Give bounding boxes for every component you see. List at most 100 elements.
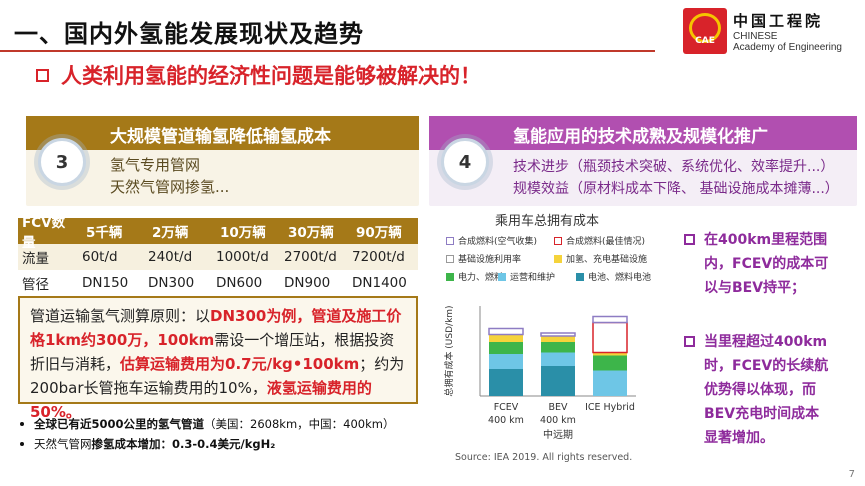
- table-cell: 7200t/d: [352, 249, 405, 265]
- table-header-cell: 2万辆: [152, 225, 189, 241]
- page-title: 一、国内外氢能发展现状及趋势: [14, 20, 364, 48]
- right-point-line: 当里程超过400km: [704, 334, 828, 350]
- right-point-line: 内，FCEV的成本可: [704, 256, 829, 272]
- list-item: 全球已有近5000公里的氢气管道 （美国：2608km，中国：400km）: [20, 414, 394, 434]
- legend-label: 加氢、充电基础设施: [566, 255, 648, 265]
- fcv-pipeline-table: FCV数量 5千辆 2万辆 10万辆 30万辆 90万辆 流量 60t/d 24…: [18, 215, 418, 296]
- note-highlight: DN300为例，管道及施工价格1km约300万，100km: [30, 307, 402, 349]
- bar-segment: [489, 334, 523, 342]
- title-rule: [0, 50, 655, 52]
- legend-swatch: [446, 254, 454, 263]
- table-cell: DN900: [284, 275, 331, 291]
- logo-english-line2: Academy of Engineering: [733, 42, 842, 53]
- bar-segment: [488, 327, 524, 336]
- bar-segment: [541, 366, 575, 396]
- checkbox-square-icon: [684, 336, 695, 347]
- legend-item: 电池、燃料电池: [576, 270, 651, 283]
- headline-text: 人类利用氢能的经济性问题是能够被解决的！: [61, 64, 481, 88]
- cae-logo: CAE 中国工程院 CHINESE Academy of Engineering: [683, 8, 863, 58]
- tco-chart: 乘用车总拥有成本 合成燃料(空气收集) 合成燃料(最佳情况) 基础设施利用率 加氢、充…: [440, 210, 654, 470]
- legend-swatch: [554, 254, 562, 263]
- chart-title: 乘用车总拥有成本: [494, 214, 599, 229]
- table-header-cell: 30万辆: [288, 225, 334, 241]
- legend-swatch: [576, 272, 584, 281]
- panel-technology-line: 规模效益（原材料成本下降、 基础设施成本摊薄...）: [513, 181, 839, 197]
- panel-technology-line: 技术进步（瓶颈技术突破、系统优化、效率提升...）: [513, 159, 835, 175]
- right-point-line: 以与BEV持平；: [704, 280, 806, 296]
- table-row: 管径 DN150 DN300 DN600 DN900 DN1400: [18, 270, 418, 296]
- note-highlight: 估算运输费用为0.7元/kg•100km: [120, 355, 360, 373]
- panel-number-badge: 3: [38, 138, 86, 186]
- legend-label: 电池、燃料电池: [588, 273, 652, 283]
- table-cell: 60t/d: [82, 249, 118, 265]
- panel-pipeline-line: 氢气专用管网: [110, 156, 201, 174]
- bar-segment: [489, 354, 523, 369]
- bar-segment: [540, 332, 576, 337]
- legend-label: 合成燃料(空气收集): [458, 237, 538, 247]
- panel-technology: 氢能应用的技术成熟及规模化推广 4 技术进步（瓶颈技术突破、系统优化、效率提升.…: [429, 116, 857, 206]
- table-cell: 管径: [22, 277, 49, 293]
- legend-item: 基础设施利用率: [446, 252, 521, 265]
- logo-english-line1: CHINESE: [733, 31, 778, 42]
- legend-item: 合成燃料(空气收集): [446, 234, 537, 247]
- panel-technology-header: 氢能应用的技术成熟及规模化推广: [429, 116, 857, 150]
- table-header-cell: 10万辆: [220, 225, 266, 241]
- legend-item: 运营和维护: [498, 270, 555, 283]
- legend-swatch: [446, 236, 454, 245]
- note-text: 管道运输氢气测算原则：以: [30, 307, 211, 325]
- logo-chinese-name: 中国工程院: [733, 12, 824, 30]
- bar-segment: [592, 315, 628, 324]
- panel-pipeline-title: 大规模管道输氢降低输氢成本: [110, 127, 331, 147]
- table-row: 流量 60t/d 240t/d 1000t/d 2700t/d 7200t/d: [18, 244, 418, 270]
- right-point-line: 在400km里程范围: [704, 232, 828, 248]
- x-tick-label: 400 km: [540, 415, 576, 426]
- table-cell: DN600: [216, 275, 263, 291]
- bullet-bold: 全球已有近5000公里的氢气管道: [34, 417, 205, 431]
- x-tick-label: ICE Hybrid: [585, 402, 635, 413]
- legend-label: 运营和维护: [510, 273, 556, 283]
- bar-segment: [541, 342, 575, 353]
- page-number: 7: [848, 469, 855, 480]
- bullet-dot-icon: [20, 422, 24, 426]
- chart-plot: 总拥有成本 (USD/km) FCEV 400 km BEV 400 km ICE Hyb…: [443, 305, 636, 441]
- bar-segment: [489, 342, 523, 354]
- list-item: 天然气管网 掺氢成本增加：0.3-0.4美元/kgH₂: [20, 434, 394, 454]
- table-cell: 2700t/d: [284, 249, 337, 265]
- table-cell: DN150: [82, 275, 129, 291]
- legend-label: 合成燃料(最佳情况): [566, 237, 646, 247]
- legend-label: 电力、燃料: [458, 273, 504, 283]
- legend-item: 电力、燃料: [446, 270, 503, 283]
- table-header-cell: FCV数量: [22, 215, 66, 251]
- x-tick-label: 400 km: [488, 415, 524, 426]
- bar-segment: [541, 336, 575, 342]
- bullet-text: （美国：2608km，中国：400km）: [204, 417, 395, 431]
- table-cell: DN300: [148, 275, 195, 291]
- legend-item: 合成燃料(最佳情况): [554, 234, 645, 247]
- right-point: 当里程超过400km 时，FCEV的长续航 优势得以体现，而 BEV充电时间成本…: [684, 330, 859, 450]
- bar-segment: [593, 352, 627, 356]
- panel-pipeline-header: 大规模管道输氢降低输氢成本: [26, 116, 419, 150]
- bar-segment: [593, 370, 627, 396]
- bullet-dot-icon: [20, 442, 24, 446]
- right-point-line: 显著增加。: [704, 430, 774, 446]
- panel-pipeline-line: 天然气管网掺氢...: [110, 178, 230, 196]
- bar-segment: [489, 369, 523, 396]
- x-tick-label: BEV: [548, 402, 568, 413]
- panel-pipeline: 大规模管道输氢降低输氢成本 3 氢气专用管网 天然气管网掺氢...: [26, 116, 419, 206]
- table-header-cell: 5千辆: [86, 225, 123, 241]
- table-cell: 1000t/d: [216, 249, 269, 265]
- table-cell: 240t/d: [148, 249, 193, 265]
- right-point-line: BEV充电时间成本: [704, 406, 820, 422]
- bar-segment: [593, 355, 627, 371]
- right-point-line: 时，FCEV的长续航: [704, 358, 829, 374]
- table-header-row: FCV数量 5千辆 2万辆 10万辆 30万辆 90万辆: [18, 215, 418, 251]
- table-header-cell: 90万辆: [356, 225, 402, 241]
- note-text: 需设一个增压站，根据投资折旧与消耗，: [30, 331, 395, 373]
- y-axis-label: 总拥有成本 (USD/km): [443, 305, 455, 396]
- panel-technology-title: 氢能应用的技术成熟及规模化推广: [513, 127, 768, 147]
- legend-label: 基础设施利用率: [458, 255, 522, 265]
- table-cell: 流量: [22, 251, 49, 267]
- legend-swatch: [554, 236, 562, 245]
- pipeline-cost-note: 管道运输氢气测算原则：以DN300为例，管道及施工价格1km约300万，100k…: [18, 296, 418, 421]
- bullet-text: 天然气管网: [34, 437, 92, 451]
